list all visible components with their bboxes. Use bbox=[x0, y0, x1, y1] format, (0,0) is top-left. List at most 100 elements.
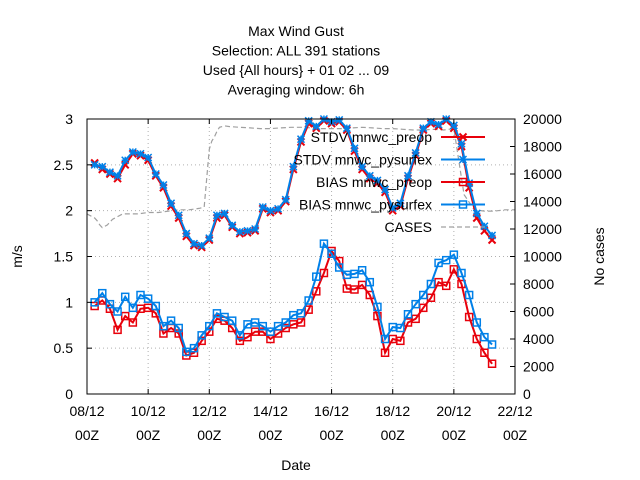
data-point bbox=[235, 227, 244, 236]
data-point bbox=[205, 321, 214, 331]
data-point bbox=[151, 301, 161, 311]
data-point bbox=[403, 171, 413, 180]
data-point bbox=[159, 321, 168, 331]
data-point bbox=[464, 290, 474, 300]
data-point bbox=[449, 250, 459, 259]
title-line: Averaging window: 6h bbox=[228, 82, 365, 98]
title-line: Selection: ALL 391 stations bbox=[212, 43, 380, 59]
data-point bbox=[228, 221, 237, 230]
x-tick-label: 12/12 bbox=[192, 403, 227, 419]
y-tick-label: 0.5 bbox=[54, 340, 74, 356]
data-point bbox=[182, 229, 191, 238]
data-point bbox=[334, 263, 344, 272]
y2-tick-label: 8000 bbox=[523, 276, 554, 292]
data-point bbox=[151, 169, 160, 179]
data-point bbox=[128, 147, 137, 157]
data-point bbox=[189, 343, 199, 353]
data-point bbox=[167, 199, 176, 208]
data-point bbox=[472, 318, 482, 327]
data-point bbox=[457, 268, 466, 278]
data-point bbox=[220, 209, 229, 218]
data-point bbox=[488, 231, 497, 240]
data-point bbox=[144, 153, 153, 162]
legend-marker bbox=[458, 177, 468, 187]
y-tick-label: 2 bbox=[65, 203, 73, 219]
legend-label: CASES bbox=[385, 219, 432, 235]
data-point bbox=[381, 185, 390, 194]
data-point bbox=[189, 239, 199, 248]
y2-tick-label: 14000 bbox=[523, 194, 562, 210]
data-point bbox=[480, 332, 489, 342]
data-point bbox=[350, 285, 359, 294]
data-point bbox=[197, 331, 206, 340]
y2-tick-label: 2000 bbox=[523, 359, 554, 375]
data-point bbox=[312, 272, 321, 281]
data-point bbox=[121, 156, 130, 165]
y2-tick-label: 16000 bbox=[523, 166, 562, 182]
data-point bbox=[358, 162, 367, 171]
series-line bbox=[93, 241, 493, 354]
data-point bbox=[212, 211, 221, 220]
data-point bbox=[281, 195, 290, 204]
data-point bbox=[457, 139, 466, 148]
data-point bbox=[266, 327, 275, 336]
data-point bbox=[205, 234, 214, 243]
data-point bbox=[312, 122, 321, 131]
y2-tick-label: 4000 bbox=[523, 331, 554, 347]
x-tick-label: 00Z bbox=[258, 427, 283, 443]
y2-tick-label: 20000 bbox=[523, 111, 562, 127]
data-point bbox=[365, 171, 374, 180]
data-point bbox=[396, 336, 405, 346]
data-point bbox=[274, 204, 283, 213]
data-point bbox=[289, 162, 298, 171]
series-line bbox=[94, 117, 493, 247]
data-point bbox=[166, 316, 176, 325]
data-point bbox=[296, 318, 306, 327]
legend-label: STDV mnwc_pysurfex bbox=[294, 152, 432, 168]
series-0 bbox=[90, 116, 497, 252]
data-point bbox=[266, 206, 275, 215]
y2-tick-label: 0 bbox=[523, 386, 531, 402]
data-point bbox=[174, 323, 183, 333]
data-point bbox=[388, 203, 397, 212]
y2-tick-label: 18000 bbox=[523, 139, 562, 155]
x-tick-label: 18/12 bbox=[375, 403, 410, 419]
y-tick-label: 1 bbox=[65, 294, 73, 310]
data-point bbox=[419, 290, 428, 300]
legend-label: BIAS mnwc_preop bbox=[316, 174, 432, 190]
data-point bbox=[365, 277, 375, 287]
series-line bbox=[94, 119, 493, 249]
data-point bbox=[143, 294, 153, 303]
y-tick-label: 3 bbox=[65, 111, 73, 127]
x-tick-label: 00Z bbox=[136, 427, 161, 443]
x-tick-label: 20/12 bbox=[436, 403, 471, 419]
data-point bbox=[357, 266, 367, 275]
data-point bbox=[258, 321, 268, 331]
data-point bbox=[403, 310, 413, 319]
legend-entry: STDV mnwc_preop bbox=[311, 129, 485, 145]
title-line: Used {All hours} + 01 02 ... 09 bbox=[203, 62, 390, 78]
y2-axis-label: No cases bbox=[591, 227, 607, 285]
data-point bbox=[426, 279, 436, 289]
legend-entry: BIAS mnwc_preop bbox=[316, 174, 485, 190]
series-3 bbox=[90, 239, 497, 357]
data-point bbox=[174, 211, 183, 220]
x-axis-label: Date bbox=[281, 457, 311, 473]
legend-marker bbox=[458, 132, 468, 142]
data-point bbox=[419, 124, 428, 133]
y-axis-label: m/s bbox=[9, 245, 25, 268]
data-point bbox=[441, 255, 451, 265]
x-tick-label: 00Z bbox=[381, 427, 406, 443]
series-4 bbox=[86, 125, 515, 229]
data-point bbox=[296, 135, 306, 144]
legend-marker bbox=[458, 200, 468, 209]
data-point bbox=[335, 115, 344, 124]
data-point bbox=[342, 124, 351, 133]
data-point bbox=[480, 348, 489, 357]
data-point bbox=[90, 160, 99, 169]
y-tick-label: 2.5 bbox=[54, 157, 74, 173]
data-point bbox=[304, 296, 313, 305]
data-point bbox=[327, 249, 336, 258]
data-point bbox=[487, 340, 497, 349]
